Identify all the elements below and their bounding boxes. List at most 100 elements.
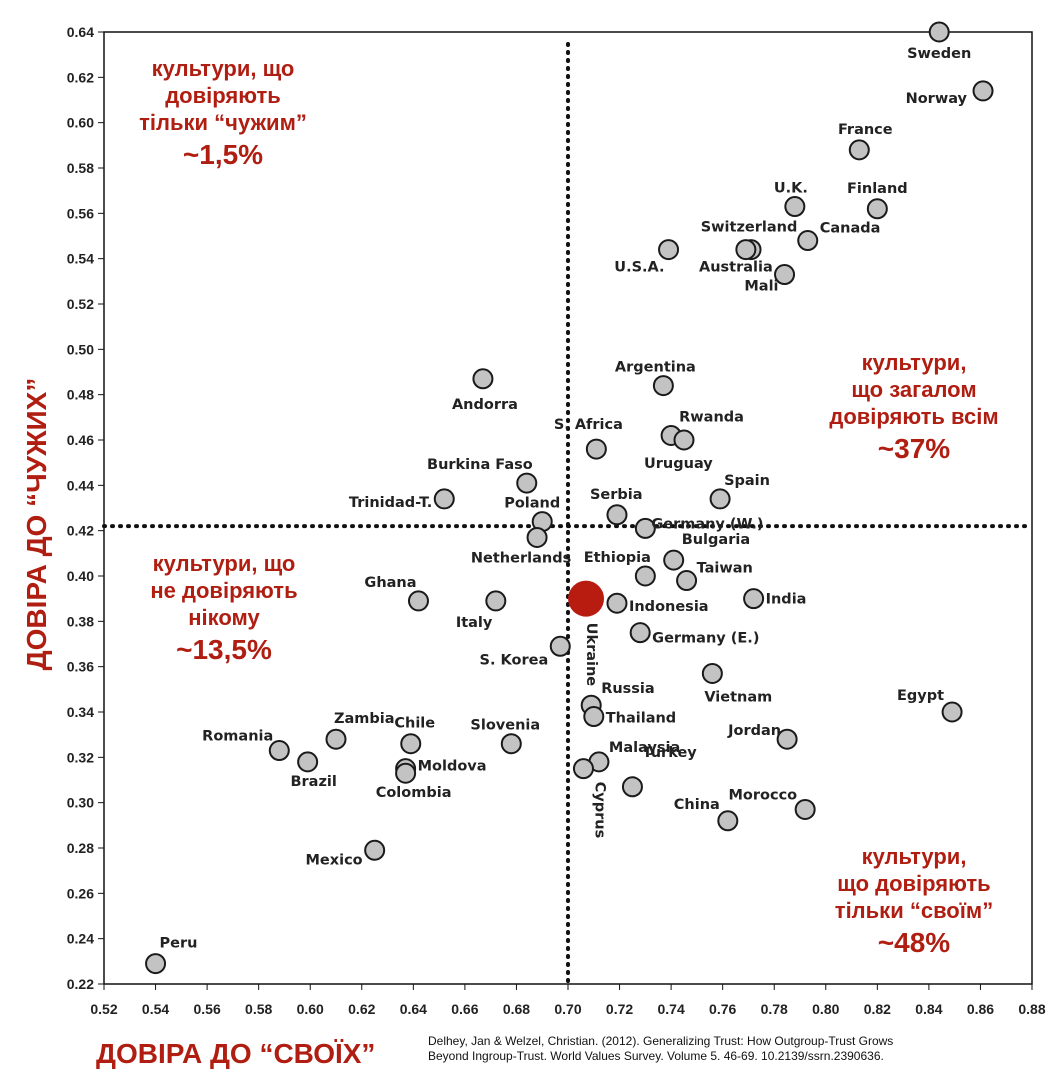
quadrant-ingroup-only-line: тільки “своїм” xyxy=(835,898,993,923)
y-tick-label: 0.62 xyxy=(67,69,94,85)
label-turkey: Turkey xyxy=(642,745,697,761)
y-tick-label: 0.60 xyxy=(67,115,94,131)
x-tick-label: 0.88 xyxy=(1018,1001,1045,1017)
point-bulgaria xyxy=(663,549,685,571)
source-line-2: Beyond Ingroup-Trust. World Values Surve… xyxy=(428,1049,884,1063)
label-norway: Norway xyxy=(906,91,968,107)
y-tick-label: 0.52 xyxy=(67,296,94,312)
label-jordan: Jordan xyxy=(727,723,781,739)
point-burkina-faso xyxy=(516,472,538,494)
point-chile xyxy=(400,733,422,755)
label-rwanda: Rwanda xyxy=(679,409,744,425)
quadrant-trust-none-line: нікому xyxy=(188,605,260,630)
point-serbia xyxy=(606,504,628,526)
point-u-k xyxy=(784,196,806,218)
x-tick-label: 0.56 xyxy=(193,1001,220,1017)
label-taiwan: Taiwan xyxy=(697,561,753,577)
source-citation: Delhey, Jan & Welzel, Christian. (2012).… xyxy=(428,1034,948,1064)
quadrant-outgroup-only-percent: ~1,5% xyxy=(183,139,263,170)
point-argentina xyxy=(652,375,674,397)
y-tick-label: 0.28 xyxy=(67,840,94,856)
x-tick-label: 0.76 xyxy=(709,1001,736,1017)
quadrant-outgroup-only-line: культури, що xyxy=(152,56,295,81)
label-morocco: Morocco xyxy=(728,787,797,803)
label-sweden: Sweden xyxy=(907,46,971,62)
label-u-k: U.K. xyxy=(774,181,808,197)
quadrant-ingroup-only-line: що довіряють xyxy=(837,871,990,896)
point-romania xyxy=(268,740,290,762)
point-brazil xyxy=(297,751,319,773)
label-ukraine: Ukraine xyxy=(583,623,599,687)
x-tick-label: 0.72 xyxy=(606,1001,633,1017)
point-sweden xyxy=(928,21,950,43)
point-taiwan xyxy=(676,570,698,592)
quadrant-ingroup-only-line: культури, xyxy=(862,844,967,869)
label-poland: Poland xyxy=(504,496,560,512)
point-peru xyxy=(145,953,167,975)
point-germany-e xyxy=(629,622,651,644)
label-cyprus: Cyprus xyxy=(591,782,607,839)
y-tick-label: 0.24 xyxy=(67,931,94,947)
y-tick-label: 0.22 xyxy=(67,976,94,992)
y-tick-label: 0.34 xyxy=(67,704,94,720)
point-mexico xyxy=(364,839,386,861)
y-tick-label: 0.48 xyxy=(67,387,94,403)
label-india: India xyxy=(766,592,807,608)
point-s-korea xyxy=(549,635,571,657)
point-turkey xyxy=(621,776,643,798)
x-tick-label: 0.68 xyxy=(503,1001,530,1017)
point-thailand xyxy=(583,706,605,728)
quadrant-outgroup-only-line: тільки “чужим” xyxy=(139,110,307,135)
point-colombia xyxy=(395,762,417,784)
label-argentina: Argentina xyxy=(615,360,696,376)
label-netherlands: Netherlands xyxy=(471,550,571,566)
quadrant-trust-none-line: культури, що xyxy=(153,551,296,576)
label-brazil: Brazil xyxy=(290,774,336,790)
y-tick-label: 0.36 xyxy=(67,659,94,675)
label-uruguay: Uruguay xyxy=(644,456,713,472)
label-egypt: Egypt xyxy=(897,688,944,704)
label-russia: Russia xyxy=(601,681,655,697)
label-australia: Australia xyxy=(699,260,773,276)
point-uruguay xyxy=(673,429,695,451)
label-switzerland: Switzerland xyxy=(701,220,798,236)
point-australia xyxy=(735,239,757,261)
quadrant-trust-none-percent: ~13,5% xyxy=(176,634,272,665)
label-burkina-faso: Burkina Faso xyxy=(427,457,533,473)
label-mexico: Mexico xyxy=(306,852,363,868)
label-vietnam: Vietnam xyxy=(704,689,772,705)
x-tick-label: 0.86 xyxy=(967,1001,994,1017)
label-china: China xyxy=(674,797,720,813)
quadrant-trust-all-line: культури, xyxy=(862,350,967,375)
y-tick-label: 0.26 xyxy=(67,885,94,901)
label-thailand: Thailand xyxy=(606,711,676,727)
point-mali xyxy=(774,264,796,286)
x-tick-label: 0.78 xyxy=(761,1001,788,1017)
label-malaysia: Malaysia xyxy=(609,740,680,756)
y-tick-label: 0.46 xyxy=(67,432,94,448)
x-tick-label: 0.58 xyxy=(245,1001,272,1017)
label-bulgaria: Bulgaria xyxy=(682,532,750,548)
quadrant-trust-all-percent: ~37% xyxy=(878,433,950,464)
point-egypt xyxy=(941,701,963,723)
quadrant-trust-all-line: що загалом xyxy=(851,377,976,402)
y-axis-title: ДОВІРА ДО “ЧУЖИХ” xyxy=(21,378,52,671)
label-peru: Peru xyxy=(160,936,198,952)
point-italy xyxy=(485,590,507,612)
point-spain xyxy=(709,488,731,510)
x-tick-label: 0.66 xyxy=(451,1001,478,1017)
label-finland: Finland xyxy=(847,181,908,197)
point-ethiopia xyxy=(634,565,656,587)
x-tick-label: 0.54 xyxy=(142,1001,169,1017)
label-canada: Canada xyxy=(820,221,881,237)
x-tick-label: 0.70 xyxy=(554,1001,581,1017)
point-canada xyxy=(797,230,819,252)
label-ethiopia: Ethiopia xyxy=(584,550,651,566)
label-u-s-a: U.S.A. xyxy=(614,260,664,276)
quadrant-outgroup-only-line: довіряють xyxy=(165,83,281,108)
x-tick-label: 0.52 xyxy=(90,1001,117,1017)
point-china xyxy=(717,810,739,832)
label-serbia: Serbia xyxy=(590,487,643,503)
label-slovenia: Slovenia xyxy=(470,718,540,734)
point-india xyxy=(743,588,765,610)
